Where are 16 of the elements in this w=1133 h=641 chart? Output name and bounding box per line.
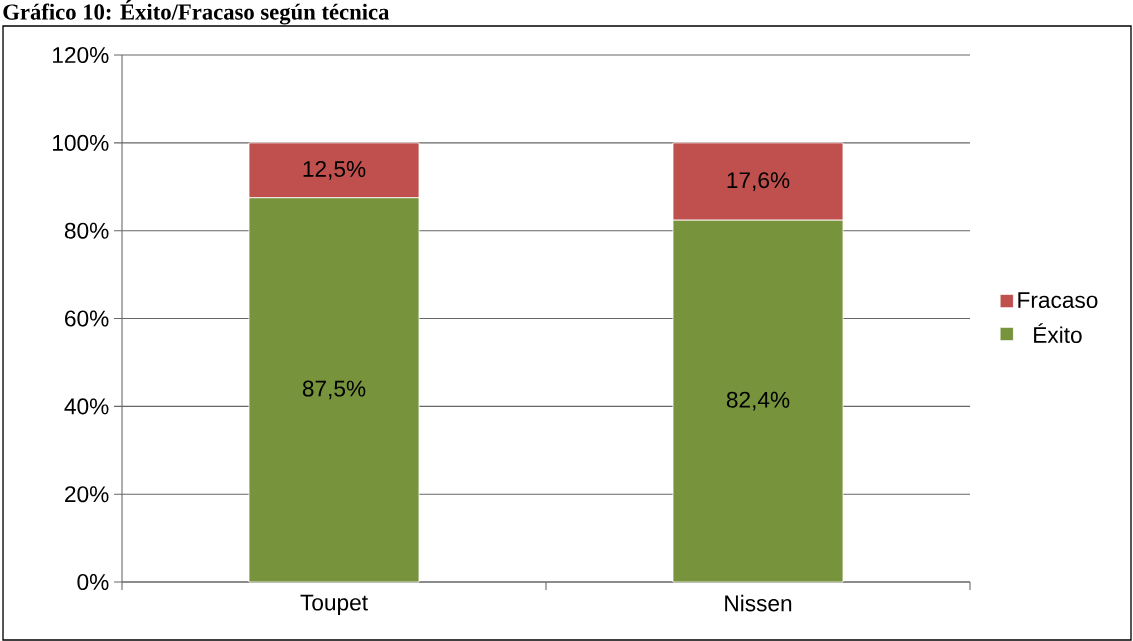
y-tick-label: 60% (65, 310, 109, 327)
y-tick-label: 40% (64, 398, 109, 415)
legend-label: Éxito (1034, 323, 1082, 344)
x-tick-label: Toupet (300, 594, 368, 616)
chart-title: Gráfico 10: Éxito/Fracaso según técnica (3, 0, 390, 25)
y-tick-label: 100% (53, 134, 109, 151)
data-label: 12,5% (303, 160, 366, 180)
data-label: 87,5% (302, 380, 366, 400)
data-label: 82,4% (726, 391, 790, 411)
y-tick-label: 20% (65, 486, 109, 503)
y-tick-label: 80% (64, 222, 109, 239)
legend-label: Fracaso (1018, 292, 1098, 309)
x-tick-label: Nissen (725, 594, 792, 612)
data-label: 17,6% (727, 172, 790, 191)
y-tick-label: 120% (53, 47, 109, 64)
y-tick-label: 0% (77, 573, 109, 591)
